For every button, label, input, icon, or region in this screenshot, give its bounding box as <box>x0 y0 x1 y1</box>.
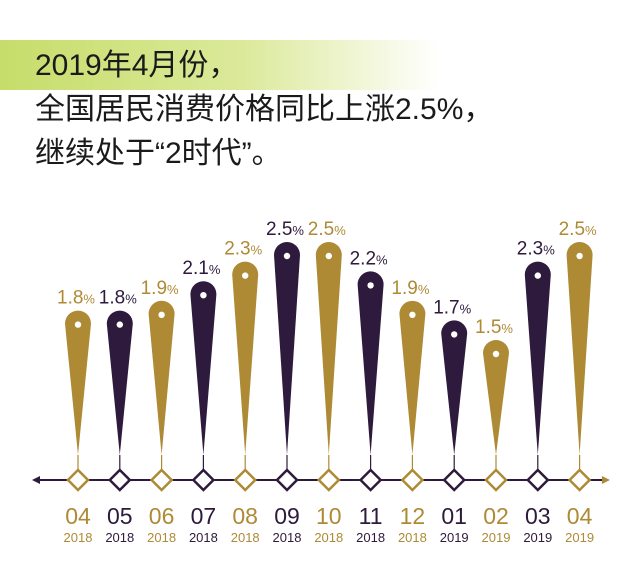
axis-diamond <box>149 468 174 492</box>
data-bar <box>357 271 384 455</box>
x-tick-label-month: 09 <box>274 503 300 529</box>
bar-marker-dot <box>409 311 416 318</box>
x-tick-label-year: 2018 <box>105 530 134 545</box>
bar-marker-dot <box>492 350 500 358</box>
bar-marker-dot <box>74 321 82 328</box>
x-tick-label-month: 03 <box>525 503 551 529</box>
x-tick-label-year: 2019 <box>440 530 469 545</box>
data-label: 2.5% <box>308 219 346 240</box>
data-bar <box>399 300 426 455</box>
data-bar <box>566 242 593 455</box>
x-tick-label-year: 2018 <box>314 530 343 545</box>
x-tick-label-month: 05 <box>107 503 133 529</box>
axis-diamond <box>400 468 425 492</box>
headline-line-3: 继续处于“2时代”。 <box>35 137 282 170</box>
x-tick-label-year: 2019 <box>523 530 552 545</box>
x-tick-label-year: 2019 <box>482 530 511 545</box>
axis-diamond <box>526 468 550 492</box>
headline-line-1: 2019年4月份， <box>35 49 239 82</box>
x-tick-label-year: 2018 <box>273 530 302 545</box>
x-tick-label-year: 2018 <box>189 530 218 545</box>
axis-diamond <box>358 468 383 492</box>
bar-marker-dot <box>242 272 249 279</box>
x-tick-label-month: 07 <box>191 503 217 529</box>
axis-diamond <box>484 468 508 492</box>
headline-highlight-band <box>0 40 440 90</box>
axis-diamond <box>567 468 592 492</box>
bar-marker-dot <box>158 311 165 318</box>
bar-marker-dot <box>367 282 374 289</box>
data-bar <box>483 340 509 455</box>
data-bar <box>106 310 133 455</box>
data-bar <box>274 242 300 455</box>
data-bar <box>524 261 551 455</box>
x-tick-label-month: 04 <box>65 503 91 529</box>
data-label: 2.3% <box>517 239 555 260</box>
axis-diamond <box>317 468 341 492</box>
data-label: 2.5% <box>266 219 304 240</box>
x-tick-label-year: 2018 <box>64 530 93 545</box>
bar-marker-dot <box>325 252 332 260</box>
x-tick-label-month: 01 <box>441 503 467 529</box>
x-tick-label-month: 08 <box>232 503 258 529</box>
data-label: 1.7% <box>433 297 471 318</box>
data-label: 1.8% <box>99 288 137 309</box>
data-bar <box>441 320 468 455</box>
x-tick-label-month: 11 <box>359 503 383 529</box>
x-tick-label-year: 2018 <box>356 530 385 545</box>
data-label: 1.5% <box>475 317 513 338</box>
bar-marker-dot <box>283 252 291 260</box>
bar-marker-dot <box>534 272 541 279</box>
data-label: 2.3% <box>224 239 262 260</box>
bar-marker-dot <box>451 331 458 338</box>
data-bar <box>232 261 259 455</box>
axis-arrow-left <box>32 476 40 484</box>
data-bar <box>190 281 217 455</box>
data-label: 2.2% <box>350 248 388 269</box>
x-tick-label-year: 2018 <box>231 530 260 545</box>
headline: 2019年4月份， 全国居民消费价格同比上涨2.5%， 继续处于“2时代”。 <box>0 40 640 190</box>
bar-marker-dot <box>200 292 207 299</box>
bar-marker-dot <box>576 252 583 260</box>
axis-diamond <box>442 468 466 492</box>
data-label: 2.1% <box>182 258 220 279</box>
data-label: 2.5% <box>559 219 597 240</box>
bar-marker-dot <box>116 321 124 328</box>
x-tick-label-month: 06 <box>149 503 175 529</box>
x-tick-label-month: 12 <box>400 503 426 529</box>
data-label: 1.8% <box>57 288 95 309</box>
axis-diamond <box>108 468 132 492</box>
cpi-chart: 1.8%0420181.8%0520181.9%0620182.1%072018… <box>32 219 610 545</box>
axis-diamond <box>275 468 299 492</box>
x-tick-label-year: 2018 <box>398 530 427 545</box>
data-bar <box>315 242 342 455</box>
data-bar <box>65 310 91 455</box>
data-label: 1.9% <box>141 278 179 299</box>
x-tick-label-year: 2019 <box>565 530 594 545</box>
data-bar <box>148 300 175 455</box>
x-tick-label-month: 02 <box>483 503 509 529</box>
x-tick-label-year: 2018 <box>147 530 176 545</box>
x-tick-label-month: 04 <box>567 503 593 529</box>
x-tick-label-month: 10 <box>316 503 342 529</box>
axis-diamond <box>233 468 257 492</box>
data-label: 1.9% <box>391 278 429 299</box>
axis-diamond <box>66 468 90 492</box>
axis-arrow-right <box>602 476 610 484</box>
headline-line-2: 全国居民消费价格同比上涨2.5%， <box>35 93 494 126</box>
axis-diamond <box>191 468 216 492</box>
